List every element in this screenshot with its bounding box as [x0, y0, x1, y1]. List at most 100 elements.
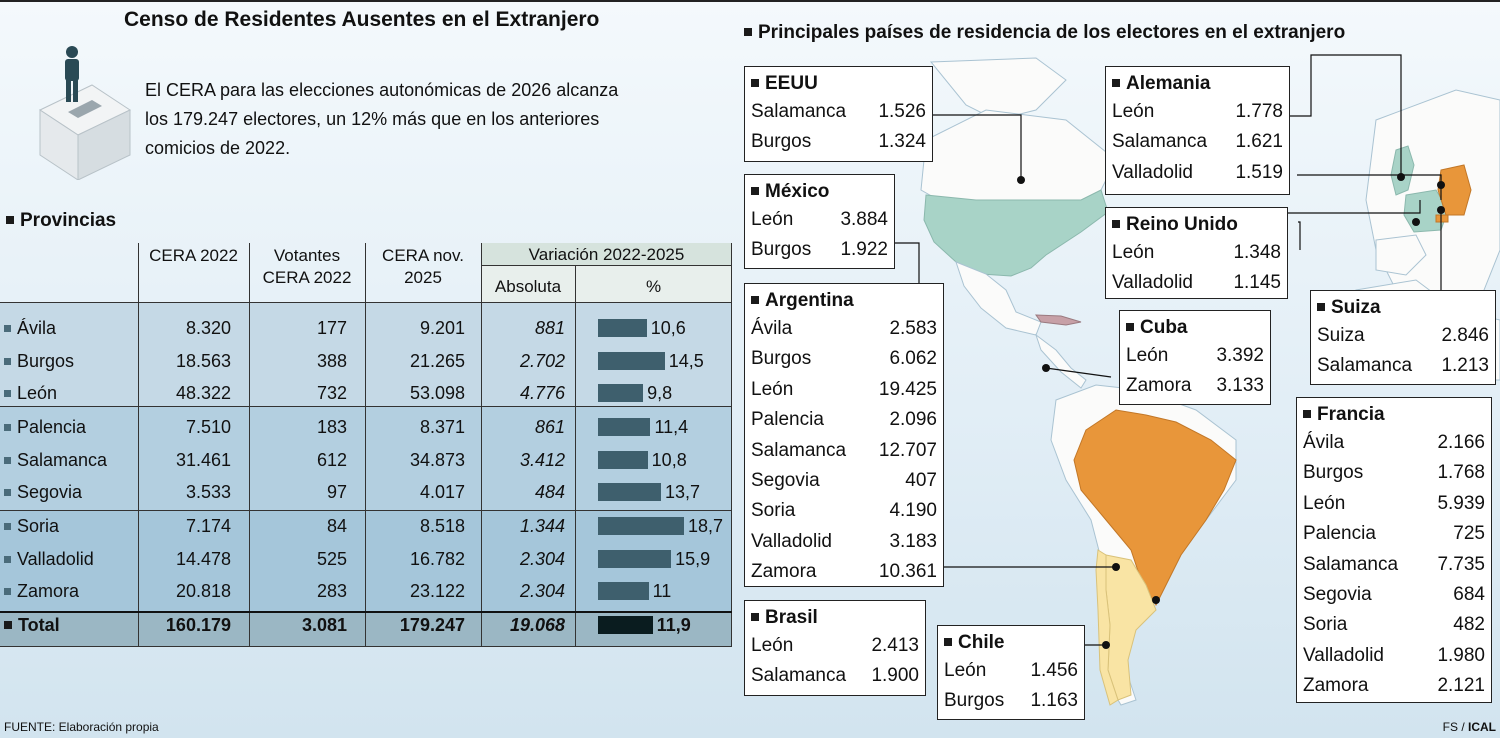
- country-row: Burgos 6.062: [751, 344, 937, 374]
- bullet-icon: [4, 621, 12, 629]
- country-row-value: 3.884: [840, 209, 888, 230]
- header-cera-2022: CERA 2022: [149, 246, 238, 265]
- pct-bar: [598, 319, 647, 337]
- country-name: Alemania: [1112, 71, 1283, 97]
- cell-cera2022: 48.322: [175, 383, 231, 403]
- bullet-icon: [944, 638, 952, 646]
- country-row-value: 1.980: [1437, 644, 1485, 666]
- country-box: EEUU Salamanca 1.526 Burgos 1.324: [744, 66, 933, 162]
- usa-shape: [923, 189, 1109, 277]
- country-row-value: 3.183: [889, 530, 937, 552]
- credit: FS / ICAL: [1442, 720, 1496, 734]
- switzerland-shape: [1435, 214, 1449, 223]
- pct-bar: [598, 418, 651, 436]
- total-votantes: 3.081: [301, 615, 347, 635]
- country-row-value: 1.348: [1233, 242, 1281, 263]
- country-row-value: 4.190: [889, 500, 937, 522]
- country-box: Cuba León 3.392 Zamora 3.133: [1119, 310, 1271, 405]
- bullet-icon: [4, 556, 11, 563]
- cell-votantes: 283: [316, 581, 347, 601]
- country-row: León 1.778: [1112, 97, 1283, 127]
- cell-absoluta: 3.412: [519, 450, 565, 470]
- country-row-value: 684: [1453, 584, 1485, 606]
- bullet-icon: [4, 523, 11, 530]
- country-row-province: León: [751, 635, 794, 656]
- cuba-shape: [1034, 314, 1082, 326]
- country-row-value: 1.900: [871, 665, 919, 687]
- header-cera-2025: CERA nov. 2025: [382, 246, 464, 287]
- country-name: Francia: [1303, 402, 1485, 428]
- bullet-icon: [751, 296, 759, 304]
- country-row: Burgos 1.768: [1303, 458, 1485, 488]
- pct-bar: [598, 384, 644, 402]
- bullet-icon: [751, 613, 759, 621]
- cell-cera2025: 8.518: [419, 516, 465, 536]
- country-row-province: León: [1303, 492, 1346, 514]
- country-row-value: 1.324: [878, 131, 926, 153]
- country-row-value: 5.939: [1437, 492, 1485, 514]
- country-box: Alemania León 1.778 Salamanca 1.621 Valladoli…: [1105, 66, 1290, 195]
- cell-cera2025: 21.265: [409, 351, 465, 371]
- country-row-province: Segovia: [751, 470, 820, 492]
- country-row-value: 725: [1453, 523, 1485, 545]
- top-rule: [0, 0, 1500, 2]
- pct-label: 11,4: [654, 417, 689, 437]
- cell-absoluta: 861: [534, 417, 565, 437]
- country-row-province: Salamanca: [1112, 131, 1208, 153]
- country-row-province: Burgos: [751, 239, 812, 261]
- country-row-value: 19.425: [878, 378, 937, 400]
- cell-absoluta: 2.304: [519, 581, 565, 601]
- bullet-icon: [1126, 323, 1134, 331]
- country-box: Suiza Suiza 2.846 Salamanca 1.213: [1310, 290, 1496, 385]
- country-row-province: Soria: [751, 500, 796, 522]
- country-row-province: Suiza: [1317, 325, 1365, 346]
- bullet-icon: [4, 424, 11, 431]
- bullet-icon: [1112, 79, 1120, 87]
- bullet-icon: [4, 390, 11, 397]
- country-row-province: Ávila: [1303, 432, 1345, 453]
- country-name: Brasil: [751, 605, 919, 631]
- province-name: Salamanca: [4, 449, 138, 471]
- pct-label: 10,8: [651, 450, 687, 470]
- total-cera2025: 179.247: [399, 615, 465, 635]
- country-row: Palencia 725: [1303, 519, 1485, 549]
- country-row-province: León: [944, 660, 987, 681]
- header-absoluta: Absoluta: [494, 277, 562, 296]
- country-name: EEUU: [751, 71, 926, 97]
- country-row: León 2.413: [751, 631, 919, 661]
- country-row-value: 2.096: [889, 409, 937, 431]
- country-row-province: Burgos: [944, 690, 1005, 712]
- country-row-value: 1.213: [1441, 355, 1489, 377]
- country-row: Salamanca 7.735: [1303, 550, 1485, 580]
- country-row-province: Burgos: [751, 348, 812, 370]
- provinces-table: CERA 2022 Votantes CERA 2022 CERA nov. 2…: [0, 243, 732, 647]
- chile-shape: [1095, 549, 1119, 706]
- bullet-icon: [751, 187, 759, 195]
- header-variacion: Variación 2022-2025: [528, 245, 685, 264]
- country-row: León 5.939: [1303, 489, 1485, 519]
- country-name: Chile: [944, 630, 1078, 656]
- cell-votantes: 84: [326, 516, 347, 536]
- intro-text: El CERA para las elecciones autonómicas …: [145, 80, 619, 158]
- pct-bar: [598, 517, 685, 535]
- country-row: Salamanca 1.213: [1317, 351, 1489, 381]
- country-row-province: Soria: [1303, 614, 1348, 636]
- cell-cera2022: 20.818: [175, 581, 231, 601]
- country-row-value: 3.392: [1216, 345, 1264, 366]
- country-name: Suiza: [1317, 295, 1489, 321]
- country-row-value: 407: [905, 470, 937, 492]
- bullet-icon: [4, 358, 11, 365]
- germany-shape: [1437, 164, 1472, 216]
- cell-votantes: 525: [316, 549, 347, 569]
- country-row: Segovia 407: [751, 466, 937, 496]
- country-row-province: Valladolid: [1112, 272, 1193, 294]
- country-row-province: Palencia: [1303, 523, 1376, 545]
- country-row: Burgos 1.922: [751, 235, 888, 265]
- cell-cera2022: 7.510: [185, 417, 231, 437]
- bullet-icon: [1112, 220, 1120, 228]
- cell-votantes: 177: [316, 318, 347, 338]
- country-row: Ávila 2.583: [751, 314, 937, 344]
- cell-cera2022: 8.320: [185, 318, 231, 338]
- country-row-value: 1.768: [1437, 462, 1485, 484]
- country-row-province: León: [1112, 101, 1155, 122]
